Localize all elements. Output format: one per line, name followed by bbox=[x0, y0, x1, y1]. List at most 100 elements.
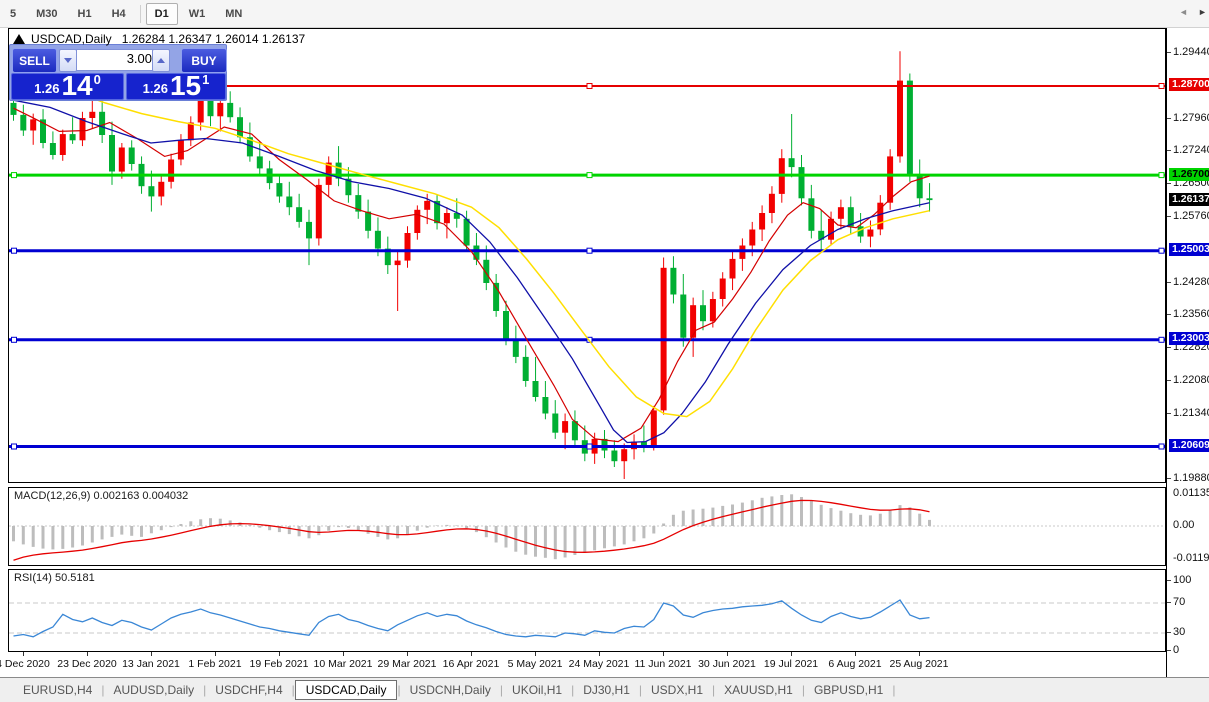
date-tick bbox=[663, 652, 664, 656]
price-axis[interactable]: 1.29440 1.27960 1.27240 1.26500 1.25760 1.242… bbox=[1166, 28, 1209, 677]
price-tick-label: 1.27960 bbox=[1173, 112, 1209, 124]
timeframe-button-mn[interactable]: MN bbox=[225, 7, 243, 20]
timeframe-button-m30[interactable]: M30 bbox=[36, 7, 58, 20]
date-tick-label: 19 Jul 2021 bbox=[763, 658, 819, 670]
timeframe-button-h1[interactable]: H1 bbox=[77, 7, 92, 20]
macd-label: MACD(12,26,9) 0.002163 0.004032 bbox=[14, 490, 189, 502]
price-level-chip[interactable]: 1.26700 bbox=[1169, 168, 1209, 181]
price-tick-label: 1.23560 bbox=[1173, 308, 1209, 320]
tab-separator: | bbox=[712, 683, 716, 697]
rsi-chart[interactable] bbox=[9, 570, 1165, 651]
price-level-chip[interactable]: 1.23003 bbox=[1169, 332, 1209, 345]
sell-price-base: 1.26 bbox=[34, 81, 60, 96]
buy-price-point: 1 bbox=[202, 72, 210, 87]
price-tick-label: 1.21340 bbox=[1173, 407, 1209, 419]
timeframe-button-d1[interactable]: D1 bbox=[145, 2, 178, 25]
tab-separator: | bbox=[571, 683, 575, 697]
date-axis[interactable]: 4 Dec 2020 23 Dec 2020 13 Jan 2021 1 Feb 20… bbox=[0, 652, 1166, 676]
price-level-chip[interactable]: 1.20609 bbox=[1169, 439, 1209, 452]
buy-price-display[interactable]: 1.26 15 1 bbox=[126, 72, 226, 100]
rsi-axis-label: 0 bbox=[1173, 644, 1180, 656]
date-tick-label: 11 Jun 2021 bbox=[634, 658, 692, 670]
volume-increase-button[interactable] bbox=[152, 49, 170, 72]
date-tick-label: 24 May 2021 bbox=[568, 658, 630, 670]
tab-separator: | bbox=[638, 683, 642, 697]
price-level-chip[interactable]: 1.25003 bbox=[1169, 243, 1209, 256]
rsi-tick bbox=[1167, 632, 1171, 633]
chart-tab-audusd-daily[interactable]: AUDUSD,Daily bbox=[113, 683, 195, 697]
chart-tab-usdcad-daily[interactable]: USDCAD,Daily bbox=[294, 679, 398, 700]
price-tick bbox=[1167, 183, 1171, 184]
timeframe-button-w1[interactable]: W1 bbox=[188, 7, 206, 20]
buy-button-label: BUY bbox=[191, 53, 217, 68]
date-tick-label: 1 Feb 2021 bbox=[188, 658, 242, 670]
buy-button[interactable]: BUY bbox=[181, 48, 227, 73]
chart-tab-bar: EURUSD,H4 | AUDUSD,Daily | USDCHF,H4 | USDCAD,… bbox=[0, 677, 1209, 702]
tab-separator: | bbox=[801, 683, 805, 697]
price-tick bbox=[1167, 478, 1171, 479]
tab-separator: | bbox=[101, 683, 105, 697]
sell-button[interactable]: SELL bbox=[12, 48, 57, 73]
price-tick-label: 1.19880 bbox=[1173, 472, 1209, 484]
date-tick-label: 25 Aug 2021 bbox=[889, 658, 949, 670]
chart-title: USDCAD,Daily 1.26284 1.26347 1.26014 1.2… bbox=[13, 31, 305, 47]
buy-price-base: 1.26 bbox=[142, 81, 168, 96]
toolbar-separator bbox=[139, 4, 141, 23]
date-tick bbox=[855, 652, 856, 656]
tab-separator: | bbox=[397, 683, 401, 697]
tab-scroll-right-icon[interactable]: ► bbox=[1198, 7, 1207, 17]
timeframe-button-5[interactable]: 5 bbox=[10, 7, 17, 20]
date-tick bbox=[343, 652, 344, 656]
chart-tab-usdx-h1[interactable]: USDX,H1 bbox=[651, 683, 704, 697]
volume-input[interactable]: 3.00 bbox=[76, 49, 157, 71]
chart-tab-eurusd-h4[interactable]: EURUSD,H4 bbox=[23, 683, 93, 697]
price-tick-label: 1.25760 bbox=[1173, 210, 1209, 222]
date-tick-label: 10 Mar 2021 bbox=[313, 658, 373, 670]
sell-price-display[interactable]: 1.26 14 0 bbox=[11, 72, 124, 100]
rsi-panel[interactable]: RSI(14) 50.5181 bbox=[8, 569, 1166, 652]
tab-separator: | bbox=[892, 683, 896, 697]
price-level-chip[interactable]: 1.26137 bbox=[1169, 193, 1209, 206]
macd-chart[interactable] bbox=[9, 488, 1165, 565]
chart-tab-dj30-h1[interactable]: DJ30,H1 bbox=[583, 683, 630, 697]
date-tick bbox=[279, 652, 280, 656]
tab-separator: | bbox=[291, 683, 295, 697]
tab-scroll-left-icon[interactable]: ◄ bbox=[1179, 7, 1188, 17]
date-tick bbox=[23, 652, 24, 656]
macd-axis-label: 0.00 bbox=[1173, 519, 1195, 531]
date-tick bbox=[151, 652, 152, 656]
date-tick bbox=[919, 652, 920, 656]
chart-tab-usdcnh-daily[interactable]: USDCNH,Daily bbox=[409, 683, 491, 697]
timeframe-button-h4[interactable]: H4 bbox=[111, 7, 126, 20]
macd-axis-label: 0.01135 bbox=[1173, 487, 1209, 499]
chart-tab-usdchf-h4[interactable]: USDCHF,H4 bbox=[215, 683, 283, 697]
rsi-tick bbox=[1167, 650, 1171, 651]
chart-tab-ukoil-h1[interactable]: UKOil,H1 bbox=[512, 683, 563, 697]
date-tick-label: 23 Dec 2020 bbox=[57, 658, 117, 670]
date-tick-label: 5 May 2021 bbox=[507, 658, 563, 670]
price-tick-label: 1.29440 bbox=[1173, 46, 1209, 58]
chart-tab-xauusd-h1[interactable]: XAUUSD,H1 bbox=[724, 683, 793, 697]
macd-panel[interactable]: MACD(12,26,9) 0.002163 0.004032 bbox=[8, 487, 1166, 566]
candlestick-chart[interactable] bbox=[9, 29, 1165, 482]
one-click-panel-arrow-icon[interactable] bbox=[13, 34, 25, 44]
date-tick bbox=[791, 652, 792, 656]
tab-separator: | bbox=[499, 683, 504, 697]
chart-symbol-label: USDCAD,Daily bbox=[31, 32, 112, 46]
arrow-up-icon bbox=[157, 58, 165, 63]
chart-tab-gbpusd-h1[interactable]: GBPUSD,H1 bbox=[813, 683, 884, 697]
date-tick bbox=[599, 652, 600, 656]
rsi-tick bbox=[1167, 579, 1171, 581]
main-chart[interactable] bbox=[8, 28, 1166, 483]
date-tick-label: 4 Dec 2020 bbox=[0, 658, 50, 670]
arrow-down-icon bbox=[64, 58, 72, 63]
date-tick-label: 6 Aug 2021 bbox=[828, 658, 882, 670]
date-tick bbox=[471, 652, 472, 656]
price-level-chip[interactable]: 1.28700 bbox=[1169, 78, 1209, 91]
chart-ohlc-values: 1.26284 1.26347 1.26014 1.26137 bbox=[121, 32, 306, 46]
date-tick bbox=[407, 652, 408, 656]
price-tick-label: 1.24280 bbox=[1173, 276, 1209, 288]
price-tick bbox=[1167, 314, 1171, 315]
volume-decrease-button[interactable] bbox=[59, 49, 77, 72]
